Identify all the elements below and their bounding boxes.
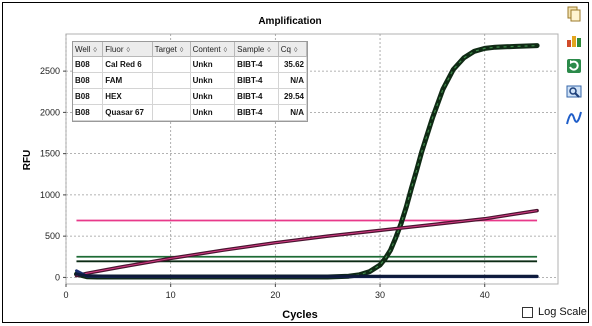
table-row[interactable]: B08 Cal Red 6 Unkn BIBT-4 35.62 xyxy=(73,56,308,73)
table-cell: Cal Red 6 xyxy=(102,56,153,73)
table-cell: BIBT-4 xyxy=(234,72,279,89)
amplification-curve-highlight xyxy=(76,45,538,278)
sort-icon[interactable]: ◊ xyxy=(126,46,130,54)
table-cell xyxy=(152,72,191,89)
column-header[interactable]: Content ◊ xyxy=(190,42,236,57)
table-cell: N/A xyxy=(278,72,308,89)
table-cell: BIBT-4 xyxy=(234,88,279,105)
x-tick-label: 40 xyxy=(480,290,490,300)
x-tick-label: 0 xyxy=(63,290,68,300)
x-tick-label: 10 xyxy=(166,290,176,300)
sort-icon[interactable]: ◊ xyxy=(267,46,271,54)
sort-icon[interactable]: ◊ xyxy=(93,46,97,54)
table-cell: B08 xyxy=(73,72,104,89)
amplification-curve-highlight xyxy=(76,210,538,277)
column-header[interactable]: Fluor ◊ xyxy=(102,42,153,57)
zoom-icon[interactable] xyxy=(566,84,582,100)
refresh-icon[interactable] xyxy=(566,58,582,74)
table-cell: FAM xyxy=(102,72,153,89)
table-cell: Quasar 67 xyxy=(102,104,153,121)
table-row[interactable]: B08 Quasar 67 Unkn BIBT-4 N/A xyxy=(73,104,308,121)
table-row[interactable]: B08 HEX Unkn BIBT-4 29.54 xyxy=(73,88,308,105)
sort-icon[interactable]: ◊ xyxy=(293,46,298,54)
table-cell: N/A xyxy=(278,104,308,121)
amplification-curve xyxy=(75,272,539,278)
y-tick-label: 1500 xyxy=(40,149,60,159)
table-cell: B08 xyxy=(73,104,104,121)
y-tick-label: 2500 xyxy=(40,66,60,76)
y-tick-label: 2000 xyxy=(40,107,60,117)
table-cell xyxy=(152,88,191,105)
sort-icon[interactable]: ◊ xyxy=(223,46,228,54)
chart-toolbar xyxy=(564,6,586,136)
x-tick-label: 30 xyxy=(375,290,385,300)
column-header[interactable]: Sample ◊ xyxy=(234,42,279,57)
x-tick-label: 20 xyxy=(270,290,280,300)
log-scale-option[interactable]: Log Scale xyxy=(522,306,587,318)
table-cell: 29.54 xyxy=(278,88,308,105)
table-cell: 35.62 xyxy=(278,56,308,73)
table-cell: BIBT-4 xyxy=(234,56,279,73)
table-cell: Unkn xyxy=(190,72,236,89)
log-scale-checkbox[interactable] xyxy=(522,306,533,318)
table-cell: B08 xyxy=(73,88,104,105)
table-cell: Unkn xyxy=(190,88,236,105)
column-header[interactable]: Well ◊ xyxy=(73,42,104,57)
column-header[interactable]: Cq ◊ xyxy=(278,42,308,57)
chart-title: Amplification xyxy=(258,16,321,27)
table-cell xyxy=(152,104,191,121)
copy-icon[interactable] xyxy=(566,6,582,22)
y-axis-label: RFU xyxy=(22,150,33,171)
table-cell: Unkn xyxy=(190,104,236,121)
well-table: Well ◊ Fluor ◊ Target ◊ Content ◊ Sample ◊ Cq ◊ B08… xyxy=(72,41,308,122)
log-scale-label: Log Scale xyxy=(538,306,587,318)
y-tick-label: 1000 xyxy=(40,190,60,200)
table-cell: HEX xyxy=(102,88,153,105)
table-header-row: Well ◊ Fluor ◊ Target ◊ Content ◊ Sample ◊ Cq ◊ xyxy=(73,42,308,57)
table-cell xyxy=(152,56,191,73)
table-cell: BIBT-4 xyxy=(234,104,279,121)
table-cell: B08 xyxy=(73,56,104,73)
sort-icon[interactable]: ◊ xyxy=(179,46,184,54)
y-tick-label: 500 xyxy=(45,231,60,241)
export-data-icon[interactable] xyxy=(566,32,582,48)
x-axis-label: Cycles xyxy=(282,309,317,321)
table-cell: Unkn xyxy=(190,56,236,73)
table-row[interactable]: B08 FAM Unkn BIBT-4 N/A xyxy=(73,72,308,89)
trace-style-icon[interactable] xyxy=(566,110,582,126)
y-tick-label: 0 xyxy=(55,272,60,282)
column-header[interactable]: Target ◊ xyxy=(152,42,191,57)
